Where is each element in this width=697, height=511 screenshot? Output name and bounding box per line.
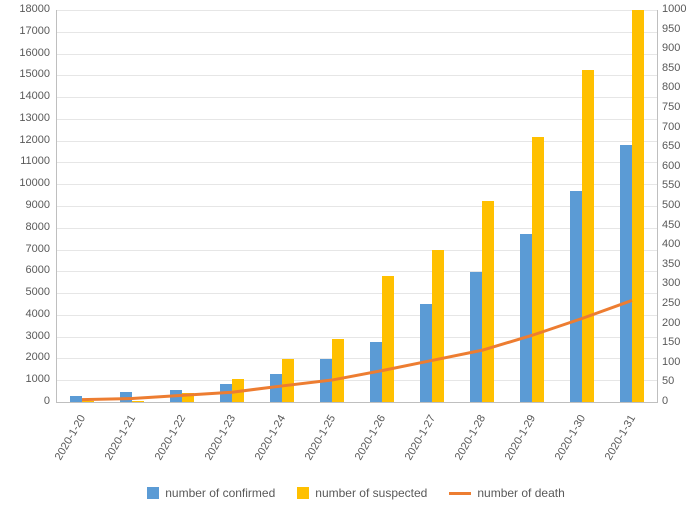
ytick-left: 14000	[0, 90, 50, 102]
ytick-right: 300	[662, 277, 680, 289]
xtick: 2020-1-22	[138, 413, 188, 488]
plot-area	[56, 10, 658, 403]
ytick-right: 50	[662, 375, 674, 387]
xtick: 2020-1-25	[288, 413, 338, 488]
ytick-left: 17000	[0, 25, 50, 37]
ytick-right: 650	[662, 140, 680, 152]
ytick-right: 750	[662, 101, 680, 113]
ytick-right: 450	[662, 219, 680, 231]
xtick: 2020-1-24	[238, 413, 288, 488]
ytick-right: 500	[662, 199, 680, 211]
legend-swatch-confirmed	[147, 487, 159, 499]
legend-label-suspected: number of suspected	[315, 486, 427, 500]
ytick-right: 1000	[662, 3, 686, 15]
xtick: 2020-1-27	[388, 413, 438, 488]
ytick-left: 12000	[0, 134, 50, 146]
ytick-right: 100	[662, 356, 680, 368]
legend-swatch-suspected	[297, 487, 309, 499]
ytick-left: 7000	[0, 243, 50, 255]
xtick: 2020-1-23	[188, 413, 238, 488]
ytick-right: 600	[662, 160, 680, 172]
xtick: 2020-1-30	[538, 413, 588, 488]
legend-swatch-death	[449, 492, 471, 495]
legend-label-confirmed: number of confirmed	[165, 486, 275, 500]
ytick-left: 13000	[0, 112, 50, 124]
ytick-left: 6000	[0, 264, 50, 276]
legend: number of confirmed number of suspected …	[56, 486, 656, 500]
ytick-right: 700	[662, 121, 680, 133]
ytick-right: 950	[662, 23, 680, 35]
ytick-left: 10000	[0, 177, 50, 189]
ytick-left: 18000	[0, 3, 50, 15]
legend-label-death: number of death	[477, 486, 564, 500]
ytick-left: 1000	[0, 373, 50, 385]
xtick: 2020-1-31	[588, 413, 638, 488]
ytick-left: 4000	[0, 308, 50, 320]
xtick: 2020-1-20	[38, 413, 88, 488]
xtick: 2020-1-26	[338, 413, 388, 488]
ytick-left: 8000	[0, 221, 50, 233]
ytick-right: 800	[662, 81, 680, 93]
ytick-right: 0	[662, 395, 668, 407]
ytick-right: 400	[662, 238, 680, 250]
ytick-left: 11000	[0, 155, 50, 167]
ytick-right: 550	[662, 179, 680, 191]
ytick-left: 16000	[0, 47, 50, 59]
legend-item-death: number of death	[449, 486, 564, 500]
ytick-left: 3000	[0, 330, 50, 342]
ytick-right: 850	[662, 62, 680, 74]
ytick-right: 150	[662, 336, 680, 348]
xtick: 2020-1-28	[438, 413, 488, 488]
covid-cases-chart: 0100020003000400050006000700080009000100…	[0, 0, 697, 511]
ytick-right: 250	[662, 297, 680, 309]
ytick-left: 0	[0, 395, 50, 407]
ytick-right: 900	[662, 42, 680, 54]
ytick-left: 2000	[0, 351, 50, 363]
ytick-right: 350	[662, 258, 680, 270]
ytick-left: 9000	[0, 199, 50, 211]
legend-item-confirmed: number of confirmed	[147, 486, 275, 500]
xtick: 2020-1-21	[88, 413, 138, 488]
ytick-left: 5000	[0, 286, 50, 298]
line-death	[57, 10, 657, 402]
legend-item-suspected: number of suspected	[297, 486, 427, 500]
ytick-left: 15000	[0, 68, 50, 80]
ytick-right: 200	[662, 317, 680, 329]
xtick: 2020-1-29	[488, 413, 538, 488]
